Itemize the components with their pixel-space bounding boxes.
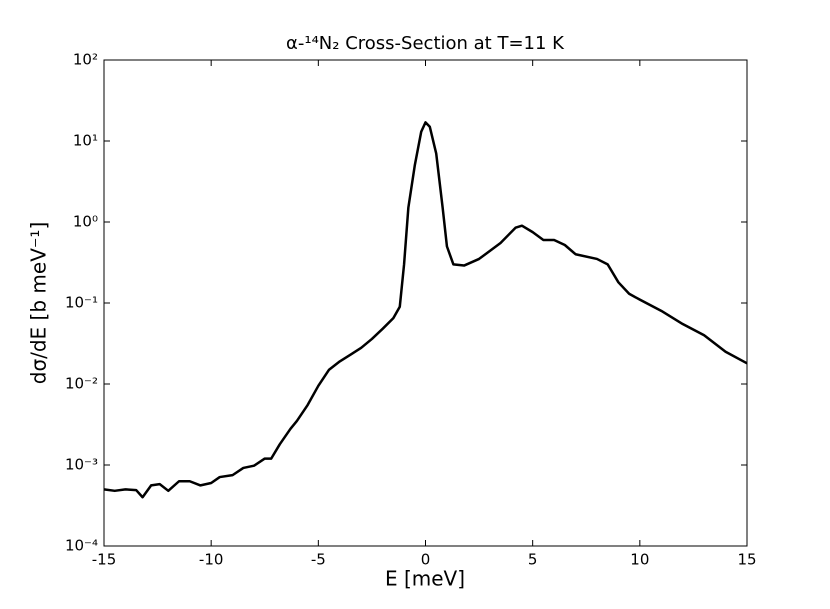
- x-tick-label: -10: [199, 551, 224, 569]
- x-tick-label: 5: [528, 551, 538, 569]
- x-tick-label: -15: [92, 551, 117, 569]
- y-tick-label: 10⁻⁴: [65, 537, 98, 555]
- y-tick-label: 10¹: [73, 132, 98, 150]
- y-axis-label: dσ/dE [b meV⁻¹]: [27, 222, 51, 385]
- y-tick-label: 10⁻³: [65, 456, 98, 474]
- y-tick-label: 10⁻¹: [65, 294, 98, 312]
- x-tick-label: -5: [311, 551, 326, 569]
- y-tick-label: 10²: [73, 51, 98, 69]
- x-axis-label: E [meV]: [385, 567, 465, 591]
- chart-title: α-¹⁴N₂ Cross-Section at T=11 K: [286, 33, 565, 54]
- data-line: [103, 121, 748, 499]
- x-tick-label: 15: [737, 551, 756, 569]
- plot-frame: [103, 59, 748, 547]
- y-tick-label: 10⁻²: [65, 375, 98, 393]
- y-tick-label: 10⁰: [73, 213, 98, 231]
- x-tick-label: 10: [630, 551, 649, 569]
- x-tick-label: 0: [421, 551, 431, 569]
